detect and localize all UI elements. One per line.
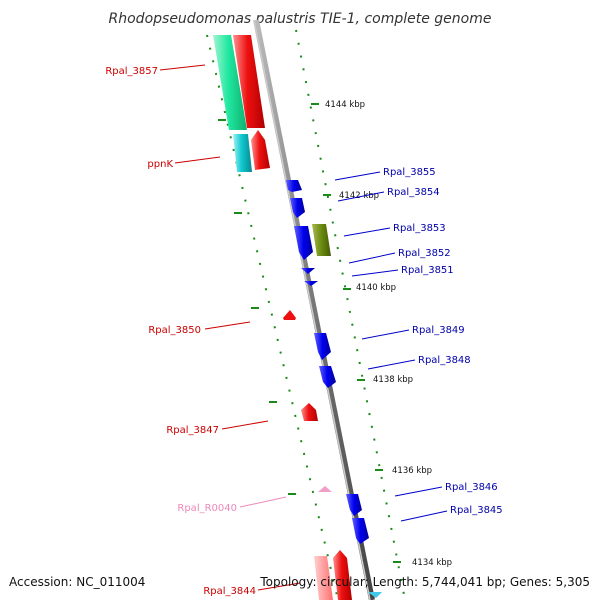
gene-rpal3845[interactable] — [352, 518, 369, 544]
gene-rpal3844[interactable] — [333, 550, 352, 600]
accession-text: Accession: NC_011004 — [9, 575, 145, 589]
tick-marks — [218, 103, 401, 563]
gene-rpal3849[interactable] — [314, 333, 331, 360]
topology-text: Topology: circular; Length: 5,744,041 bp… — [259, 575, 590, 589]
map-title: Rhodopseudomonas palustris TIE-1, comple… — [109, 11, 492, 27]
gene-block-rpal3857[interactable] — [233, 35, 265, 128]
label-rpal3845: Rpal_3845 — [450, 505, 503, 516]
label-rpal3854: Rpal_3854 — [387, 187, 440, 198]
gene-rpal3855[interactable] — [286, 180, 302, 192]
label-rpal3853: Rpal_3853 — [393, 223, 446, 234]
label-rpal3857: Rpal_3857 — [105, 66, 158, 77]
label-rpal3852: Rpal_3852 — [398, 248, 451, 259]
tick-label-4140: 4140 kbp — [356, 283, 396, 293]
gene-rpal3846[interactable] — [346, 494, 362, 516]
label-rpal3847: Rpal_3847 — [166, 425, 219, 436]
gene-olive[interactable] — [312, 224, 331, 256]
label-rpal3844: Rpal_3844 — [203, 586, 256, 597]
label-rpal3851: Rpal_3851 — [401, 265, 454, 276]
leader-lines — [159, 64, 448, 591]
gene-rpal-r0040[interactable] — [318, 486, 332, 492]
gene-partial-cyan[interactable] — [368, 592, 382, 598]
gene-rpal3852[interactable] — [301, 268, 315, 274]
label-rpal3848: Rpal_3848 — [418, 355, 471, 366]
tick-label-4142: 4142 kbp — [339, 191, 379, 201]
gene-block-green[interactable] — [213, 35, 247, 130]
label-rpal3855: Rpal_3855 — [383, 167, 436, 178]
tick-label-4138: 4138 kbp — [373, 375, 413, 385]
label-rpal3846: Rpal_3846 — [445, 482, 498, 493]
tick-label-4136: 4136 kbp — [392, 466, 432, 476]
gene-rpal3850[interactable] — [283, 310, 296, 320]
gene-rpal3844-light[interactable] — [314, 556, 333, 600]
gene-block-ppnk[interactable] — [251, 130, 270, 170]
label-rpal-r0040: Rpal_R0040 — [177, 503, 237, 514]
gene-rpal3854[interactable] — [290, 198, 305, 218]
gene-rpal3847[interactable] — [301, 403, 318, 421]
gene-rpal3853[interactable] — [294, 226, 313, 260]
gene-rpal3851[interactable] — [304, 281, 318, 286]
tick-label-4134: 4134 kbp — [412, 558, 452, 568]
label-rpal3849: Rpal_3849 — [412, 325, 465, 336]
gene-rpal3848[interactable] — [319, 366, 336, 388]
gene-block-cyan[interactable] — [233, 134, 252, 172]
label-rpal3850: Rpal_3850 — [148, 325, 201, 336]
tick-label-4144: 4144 kbp — [325, 100, 365, 110]
label-ppnk: ppnK — [147, 159, 173, 170]
